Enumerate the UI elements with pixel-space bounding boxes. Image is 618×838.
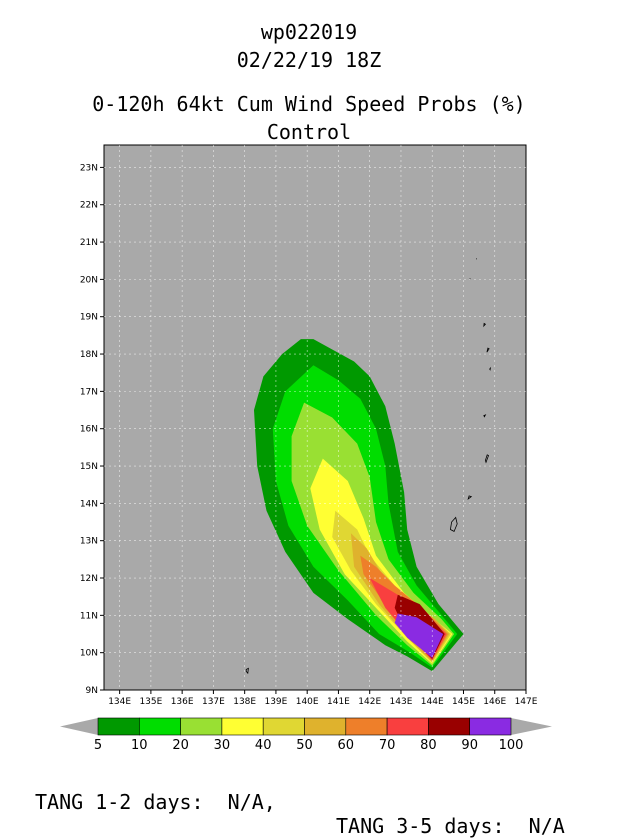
y-tick-label: 19N	[80, 313, 98, 323]
grid-layer	[104, 145, 526, 690]
island-rota	[467, 495, 473, 500]
x-tick-label: 146E	[483, 697, 506, 707]
island-saipan	[484, 454, 489, 464]
x-tick-label: 137E	[202, 697, 225, 707]
contour-90-percent	[394, 613, 444, 658]
colorbar-swatch	[304, 717, 347, 736]
colorbar-level-label: 70	[379, 738, 396, 753]
footer: TANG 1-2 days: N/A, TANG 3-5 days: N/A	[0, 766, 618, 838]
island-small	[245, 667, 249, 675]
colorbar-swatch	[97, 717, 140, 736]
x-tick-label: 144E	[421, 697, 444, 707]
x-tick-label: 139E	[264, 697, 287, 707]
x-tick-label: 143E	[390, 697, 413, 707]
colorbar: 5 10 20 30 40 50 60 70 80 90 100	[60, 717, 552, 753]
y-tick-label: 23N	[80, 163, 98, 173]
product-title: 0-120h 64kt Cum Wind Speed Probs (%)	[92, 92, 526, 116]
colorbar-right-arrow	[511, 718, 552, 735]
island-alamagan	[489, 366, 492, 371]
y-tick-label: 16N	[80, 425, 98, 435]
storm-id-title: wp022019	[260, 20, 358, 44]
colorbar-swatch	[386, 717, 429, 736]
x-tick-label: 141E	[327, 697, 350, 707]
colorbar-swatch	[469, 717, 512, 736]
island-pagan	[486, 347, 490, 353]
y-tick-label: 18N	[80, 350, 98, 360]
colorbar-level-label: 30	[214, 738, 231, 753]
island-agrihan	[483, 322, 487, 328]
colorbar-level-label: 20	[172, 738, 189, 753]
x-tick-label: 138E	[233, 697, 256, 707]
colorbar-level-label: 60	[338, 738, 355, 753]
tang-3-5-days-text: TANG 3-5 days: N/A	[336, 814, 565, 838]
x-tick-label: 136E	[171, 697, 194, 707]
datetime-title: 02/22/19 18Z	[236, 48, 382, 72]
colorbar-swatch	[262, 717, 305, 736]
y-axis-ticks: 9N 10N 11N 12N 13N 14N 15N 16N 17N 18N 19N 20N 21N 22…	[80, 163, 104, 696]
colorbar-level-label: 10	[131, 738, 148, 753]
x-tick-label: 142E	[358, 697, 381, 707]
y-tick-label: 15N	[80, 462, 98, 472]
x-tick-label: 134E	[108, 697, 131, 707]
y-tick-label: 10N	[80, 649, 98, 659]
y-tick-label: 11N	[80, 611, 98, 621]
island-guam	[449, 516, 458, 532]
x-axis-ticks: 134E 135E 136E 137E 138E 139E 140E 141E 142E 143E…	[108, 690, 538, 707]
island-anatahan	[483, 414, 487, 418]
colorbar-swatch	[180, 717, 223, 736]
y-tick-label: 14N	[80, 499, 98, 509]
x-tick-label: 140E	[296, 697, 319, 707]
colorbar-level-label: 50	[296, 738, 313, 753]
colorbar-level-label: 5	[94, 738, 102, 753]
tang-1-2-days-text: TANG 1-2 days: N/A,	[35, 790, 276, 814]
colorbar-level-label: 80	[420, 738, 437, 753]
y-tick-label: 22N	[80, 201, 98, 211]
y-tick-label: 12N	[80, 574, 98, 584]
colorbar-left-arrow	[60, 718, 98, 735]
colorbar-swatch	[139, 717, 181, 736]
island-layer	[245, 258, 492, 675]
colorbar-level-label: 100	[499, 738, 524, 753]
colorbar-swatch	[345, 717, 388, 736]
colorbar-level-label: 90	[461, 738, 478, 753]
colorbar-swatch	[428, 717, 470, 736]
colorbar-swatch	[221, 717, 264, 736]
x-tick-label: 147E	[515, 697, 538, 707]
y-tick-label: 17N	[80, 387, 98, 397]
probability-chart: 134E 135E 136E 137E 138E 139E 140E 141E 142E 143E…	[60, 144, 552, 753]
y-tick-label: 20N	[80, 275, 98, 285]
y-tick-label: 21N	[80, 238, 98, 248]
contour-layer	[254, 339, 464, 672]
x-tick-label: 145E	[452, 697, 475, 707]
y-tick-label: 9N	[86, 686, 98, 696]
run-title: Control	[266, 120, 352, 144]
colorbar-level-label: 40	[255, 738, 272, 753]
x-tick-label: 135E	[139, 697, 162, 707]
y-tick-label: 13N	[80, 537, 98, 547]
